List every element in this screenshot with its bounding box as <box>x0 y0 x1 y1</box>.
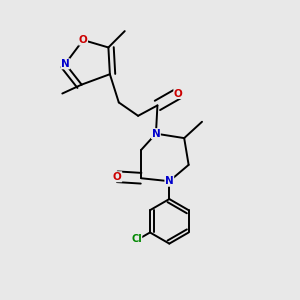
Text: N: N <box>165 176 174 186</box>
Text: N: N <box>61 59 70 69</box>
Text: O: O <box>174 88 183 98</box>
Text: O: O <box>79 35 88 45</box>
Text: Cl: Cl <box>131 234 142 244</box>
Text: O: O <box>113 172 122 182</box>
Text: N: N <box>152 129 160 139</box>
